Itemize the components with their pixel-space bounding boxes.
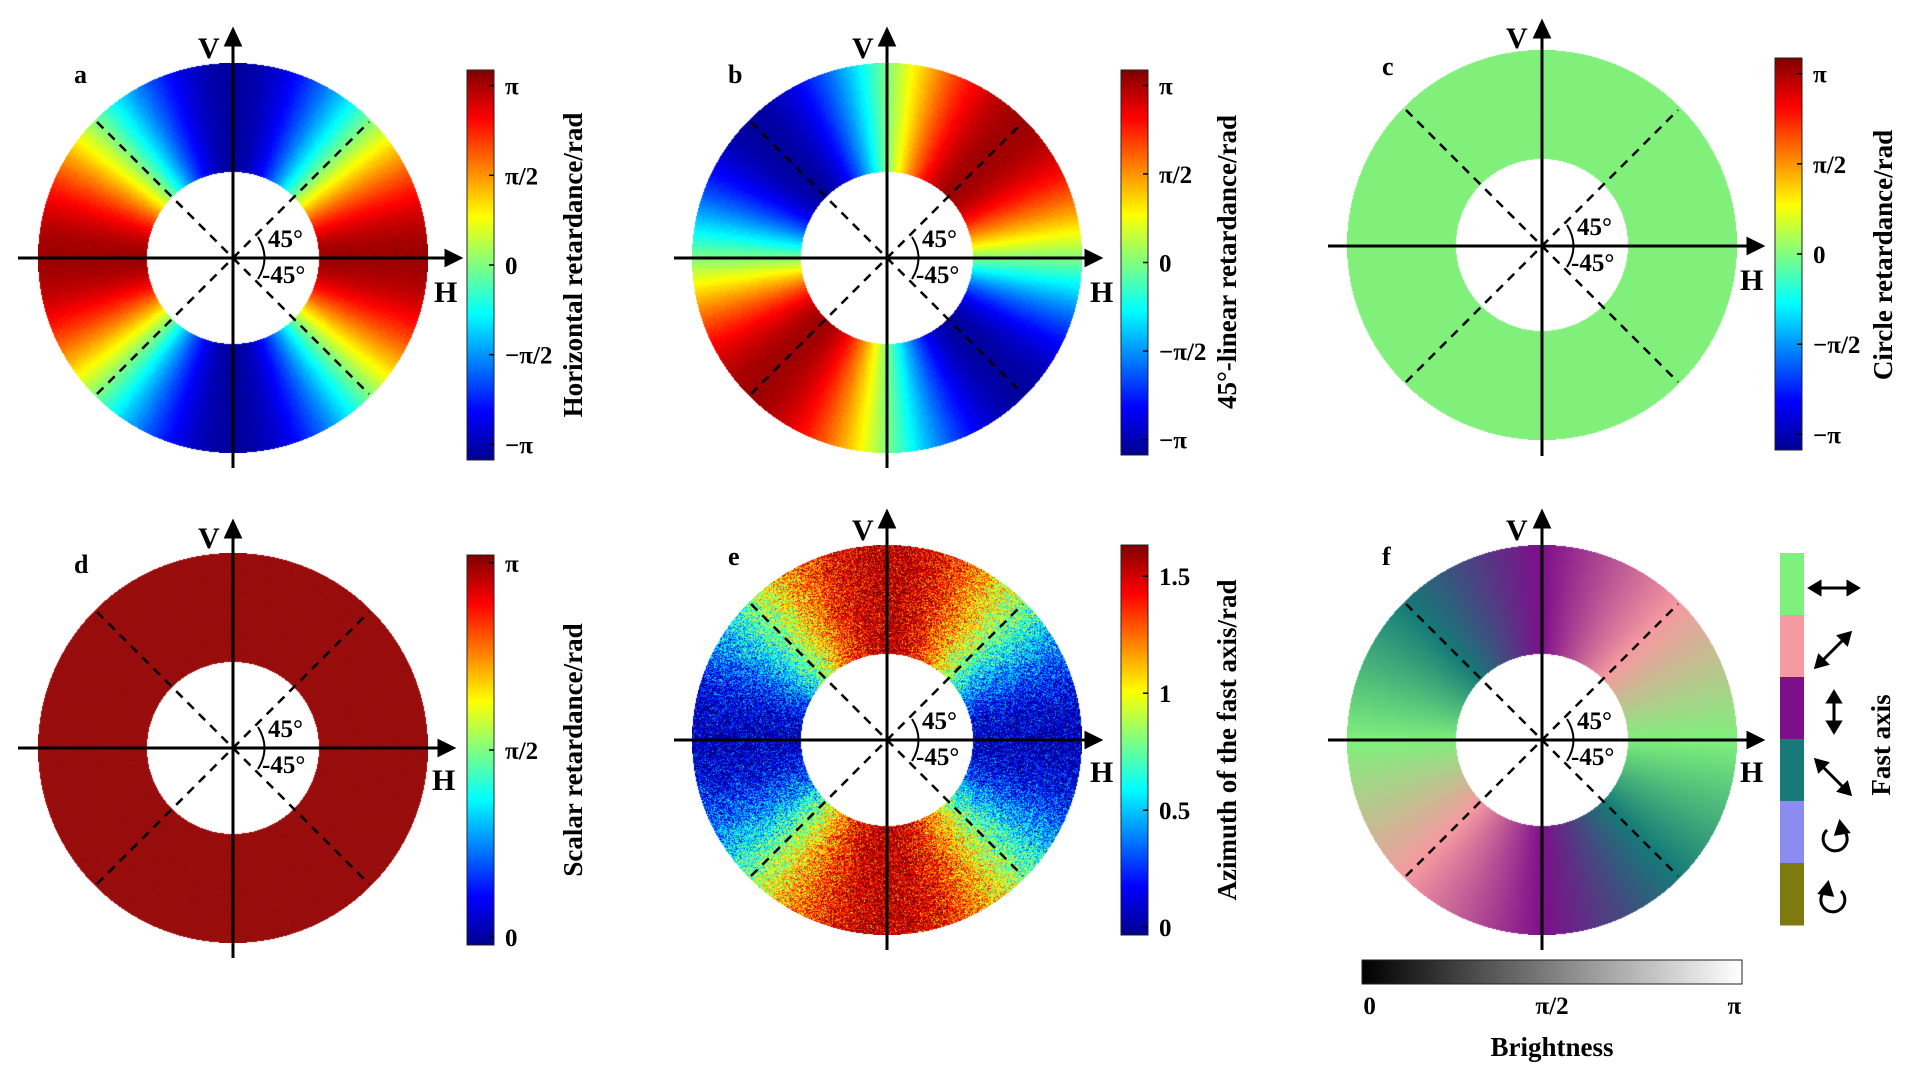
colorbar-tick-label: π <box>505 551 519 578</box>
panel-e-colorbar-label: Azimuth of the fast axis/rad <box>1212 580 1242 901</box>
colorbar-tick-label: π <box>1813 62 1827 89</box>
panel-a-colorbar-label: Horizontal retardance/rad <box>558 113 588 418</box>
panel-f-colorbar-label: Fast axis <box>1866 694 1896 795</box>
colorbar-tick-label: π/2 <box>505 738 538 765</box>
diagonal-up-right-double-arrow-icon <box>1816 633 1850 667</box>
panel-e-v-label: V <box>852 514 874 547</box>
panel-f-brightness-ticks: 0 π/2 π <box>1363 993 1741 1020</box>
brightness-tick-label: π/2 <box>1535 993 1568 1020</box>
panel-f-fast-axis-legend <box>1780 553 1804 926</box>
counterclockwise-circle-arrow-icon <box>1820 883 1845 912</box>
legend-swatch <box>1780 863 1804 926</box>
panel-d-letter: d <box>74 550 89 579</box>
panel-e-letter: e <box>728 542 740 571</box>
vertical-double-arrow-icon <box>1828 692 1840 732</box>
panel-d-v-label: V <box>198 522 220 555</box>
panel-c: c V H 45° -45° π π/2 0 −π/2 −π Circle retard… <box>1328 22 1898 456</box>
panel-a-v-label: V <box>198 32 220 65</box>
panel-e-colorbar <box>1121 545 1148 935</box>
panel-a-colorbar-ticks: π π/2 0 −π/2 −π <box>489 74 552 460</box>
colorbar-tick-label: −π <box>1159 428 1187 455</box>
panel-d-angle-down: -45° <box>262 752 305 779</box>
colorbar-tick-label: −π/2 <box>1813 332 1860 359</box>
panel-b-colorbar-ticks: π π/2 0 −π/2 −π <box>1143 73 1206 454</box>
brightness-tick-label: 0 <box>1363 993 1376 1020</box>
legend-swatch <box>1780 553 1804 616</box>
panel-c-h-label: H <box>1740 264 1763 297</box>
legend-swatch <box>1780 739 1804 802</box>
panel-d-angle-up: 45° <box>268 716 303 743</box>
legend-swatch <box>1780 615 1804 678</box>
colorbar-tick-label: π <box>505 74 519 101</box>
panel-e-h-label: H <box>1090 756 1113 789</box>
diagonal-down-right-double-arrow-icon <box>1816 760 1850 794</box>
panel-a-angle-down: -45° <box>262 262 305 289</box>
clockwise-circle-arrow-icon <box>1823 822 1848 851</box>
colorbar-tick-label: −π/2 <box>505 343 552 370</box>
panel-a-h-label: H <box>434 276 457 309</box>
panel-f-brightness-bar <box>1362 960 1742 984</box>
panel-f-h-label: H <box>1740 756 1763 789</box>
panel-c-colorbar-ticks: π π/2 0 −π/2 −π <box>1797 62 1860 450</box>
colorbar-tick-label: 1.5 <box>1159 564 1190 591</box>
panel-b-colorbar-label: 45°-linear retardance/rad <box>1212 115 1242 409</box>
panel-f-legend-icons <box>1810 582 1858 912</box>
brightness-tick-label: π <box>1728 993 1742 1020</box>
panel-b-letter: b <box>728 60 742 89</box>
horizontal-double-arrow-icon <box>1810 582 1858 594</box>
panel-f-angle-down: -45° <box>1571 744 1614 771</box>
panel-f-brightness-label: Brightness <box>1490 1032 1613 1062</box>
panel-b-v-label: V <box>852 32 874 65</box>
panel-f-angle-up: 45° <box>1577 708 1612 735</box>
colorbar-tick-label: 0 <box>1813 242 1826 269</box>
colorbar-tick-label: 0 <box>505 253 518 280</box>
colorbar-tick-label: π <box>1159 73 1173 100</box>
panel-a-letter: a <box>74 60 87 89</box>
panel-a-angle-up: 45° <box>268 226 303 253</box>
panel-b-h-label: H <box>1090 276 1113 309</box>
panel-f: f V H 45° -45° <box>1328 512 1896 1062</box>
panel-d-colorbar-ticks: π π/2 0 <box>489 551 538 952</box>
panel-c-colorbar-label: Circle retardance/rad <box>1868 130 1898 380</box>
panel-e-angle-up: 45° <box>922 708 957 735</box>
panel-d: d V H 45° -45° π π/2 0 Scalar retardance/r… <box>18 522 588 958</box>
colorbar-tick-label: −π <box>1813 422 1841 449</box>
panel-e-colorbar-ticks: 1.5 1 0.5 0 <box>1143 564 1190 942</box>
panel-c-letter: c <box>1382 52 1394 81</box>
panel-a: a V H 45° -45° π π/2 0 −π/2 −π Horizontal re… <box>18 30 588 468</box>
panel-d-colorbar-label: Scalar retardance/rad <box>558 623 588 876</box>
panel-b: b V H 45° -45° π π/2 0 −π/2 −π 45°-linear re… <box>674 30 1242 468</box>
panel-e: e V H 45° -45° 1.5 1 0.5 0 Azimuth of the f… <box>674 512 1242 950</box>
panel-d-h-label: H <box>432 764 455 797</box>
colorbar-tick-label: −π/2 <box>1159 339 1206 366</box>
colorbar-tick-label: 0 <box>505 925 518 952</box>
panel-b-angle-up: 45° <box>922 226 957 253</box>
panel-c-angle-up: 45° <box>1577 214 1612 241</box>
panel-c-v-label: V <box>1506 22 1528 55</box>
panel-b-angle-down: -45° <box>916 262 959 289</box>
colorbar-tick-label: π/2 <box>1159 162 1192 189</box>
legend-swatch <box>1780 801 1804 864</box>
colorbar-tick-label: π/2 <box>505 163 538 190</box>
colorbar-tick-label: 1 <box>1159 681 1172 708</box>
colorbar-tick-label: 0 <box>1159 915 1172 942</box>
panel-f-v-label: V <box>1506 514 1528 547</box>
colorbar-tick-label: π/2 <box>1813 152 1846 179</box>
colorbar-tick-label: 0 <box>1159 251 1172 278</box>
legend-swatch <box>1780 677 1804 740</box>
panel-e-angle-down: -45° <box>916 744 959 771</box>
panel-c-angle-down: -45° <box>1571 250 1614 277</box>
colorbar-tick-label: −π <box>505 432 533 459</box>
colorbar-tick-label: 0.5 <box>1159 798 1190 825</box>
panel-f-letter: f <box>1382 542 1391 571</box>
